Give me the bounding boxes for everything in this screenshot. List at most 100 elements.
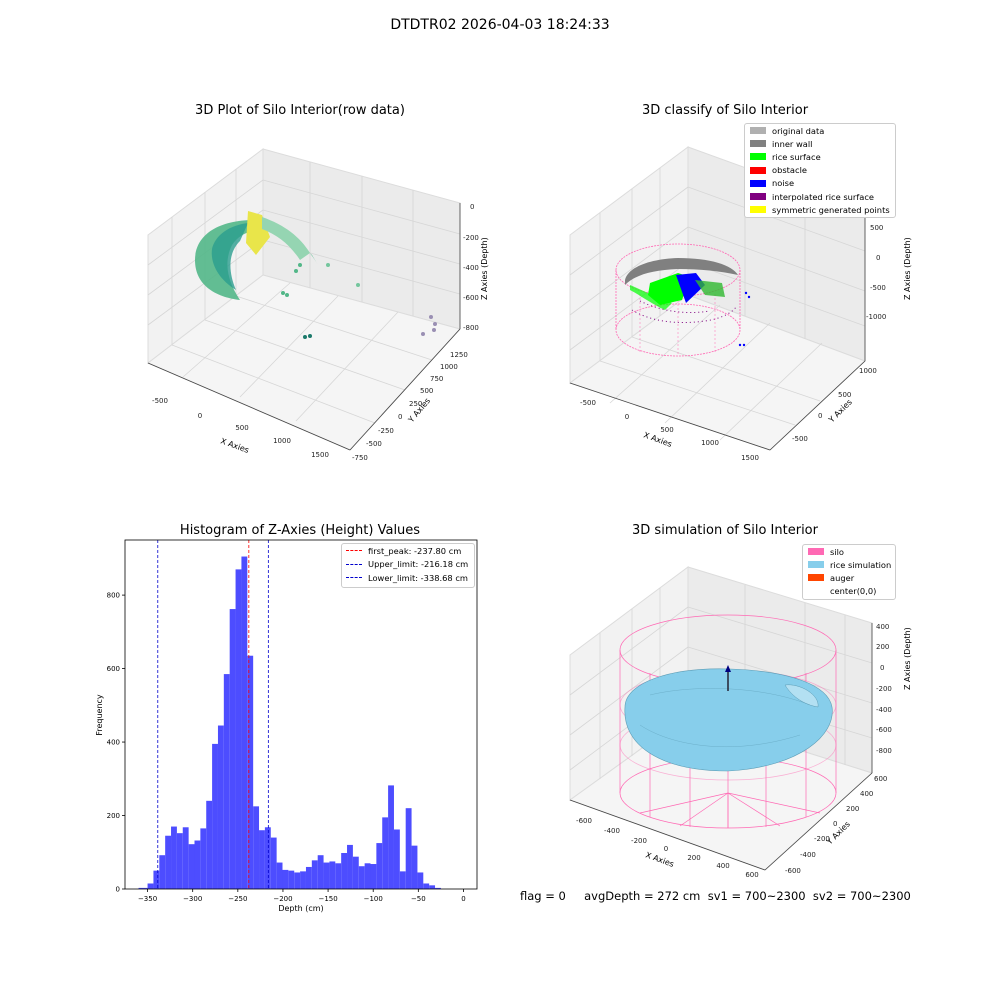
histogram-bar [182,827,189,889]
legend-entry: rice surface [745,150,895,163]
histogram-bar [217,725,224,889]
panel2-xtick: 0 [625,413,629,421]
histogram-xticks: −350 −300 −250 −200 −150 −100 −50 0 [138,889,466,903]
legend-label: noise [772,178,795,189]
legend-entry: interpolated rice surface [745,190,895,203]
panel2-zlabel: Z Axies (Depth) [903,237,912,300]
histogram-bar [270,837,277,889]
legend-entry: noise [745,177,895,190]
histogram-bar [247,655,254,889]
histogram-bar [364,863,371,889]
panel1-ytick: -500 [366,440,382,448]
panel4-ztick: 400 [876,623,889,631]
histogram-bar [417,872,424,889]
histogram-bar [347,844,353,889]
histogram-xtick-label: 0 [461,895,465,903]
histogram-ytick-label: 600 [107,665,120,673]
histogram-bar [341,852,348,889]
histogram-bar [229,609,236,889]
histogram-bar [311,860,318,889]
histogram-bar [276,862,283,889]
histogram-bar [212,743,218,889]
panel2-ytick: 1000 [859,367,877,375]
histogram-ylabel: Frequency [95,694,104,736]
histogram-bar [370,864,377,889]
panel1-ztick: -400 [463,264,479,272]
histogram-bar [411,845,418,889]
panel4-ytick: 200 [846,805,859,813]
panel1-ytick: 0 [398,413,402,421]
legend-label: auger [830,572,855,583]
histogram-bar [165,835,172,889]
panel4-zlabel: Z Axies (Depth) [903,627,912,690]
legend-swatch [750,127,766,135]
panel1-xtick: 500 [235,424,248,432]
panel1-xtick: 1500 [311,451,329,459]
histogram-bar [323,862,330,889]
legend-swatch [808,561,824,569]
legend-label: first_peak: -237.80 cm [368,545,462,556]
histogram-bar [259,830,265,889]
legend-swatch [750,166,766,174]
panel1-xtick: -500 [152,397,168,405]
panel4-ytick: 600 [874,775,887,783]
panel1-ztick: 0 [470,203,474,211]
panel1-ytick: 250 [409,400,422,408]
legend-label: interpolated rice surface [772,191,875,202]
legend-swatch [750,179,766,187]
panel4-rice-surface [624,668,833,772]
panel4-ztick: -800 [876,747,892,755]
histogram-bar [435,887,441,889]
histogram-chart: −350 −300 −250 −200 −150 −100 −50 0 0 200 400 600 8… [95,539,478,913]
histogram-bar [329,861,336,889]
panel4-ylabel: Y Axies [824,820,852,848]
histogram-xtick-label: −250 [228,895,247,903]
legend-line-swatch [346,577,362,579]
panel1-3d-plot: -500 0 500 1000 1500 1250 1000 750 500 2… [147,148,489,462]
panel4-title: 3D simulation of Silo Interior [632,523,818,538]
panel4-xlabel: X Axies [644,850,675,869]
panel4-xtick: -600 [576,817,592,825]
histogram-bar [300,871,306,889]
histogram-bar [429,885,436,889]
histogram-bar [294,872,301,889]
panel2-ylabel: Y Axies [826,398,854,426]
legend-entry: symmetric generated points [745,203,895,216]
histogram-bar [317,855,324,889]
panel1-grid [147,162,461,424]
panel4-auger [725,665,731,691]
legend-label: rice surface [772,151,821,162]
legend-label: Upper_limit: -216.18 cm [368,559,469,570]
panel4-ztick: 200 [876,643,889,651]
legend-entry: original data [745,124,895,137]
histogram-bar [393,829,400,889]
panel1-ytick: -250 [378,427,394,435]
histogram-frame [124,539,478,890]
legend-entry: inner wall [745,137,895,150]
panel4-xtick: 0 [664,845,668,853]
panel1-ztick: -200 [463,234,479,242]
legend-entry: center(0,0) [803,585,895,598]
panel4-ytick: 0 [833,820,837,828]
panel4-ytick: 400 [860,790,873,798]
panel2-ztick: -1000 [866,313,886,321]
figure-suptitle: DTDTR02 2026-04-03 18:24:33 [390,17,610,33]
panel1-zlabel: Z Axies (Depth) [480,237,489,300]
panel4-ztick: -200 [876,685,892,693]
histogram-bar [147,883,154,889]
legend-label: silo [830,546,845,557]
legend-label: obstacle [772,165,807,176]
panel2-3d-plot: -500 0 500 1000 1500 1000 500 0 -500 500… [568,146,912,462]
panel2-xtick: 1500 [741,454,759,462]
legend-label: rice simulation [830,559,892,570]
histogram-ytick-label: 0 [116,886,120,894]
panel1-ytick: -750 [352,454,368,462]
histogram-bar [138,887,148,889]
histogram-ytick-label: 800 [107,592,120,600]
histogram-bar [153,870,160,889]
panel4-ztick: -600 [876,726,892,734]
histogram-bar [335,863,342,889]
panel1-ytick: 500 [420,387,433,395]
panel2-ytick: -500 [792,435,808,443]
histogram-bar [206,800,213,889]
